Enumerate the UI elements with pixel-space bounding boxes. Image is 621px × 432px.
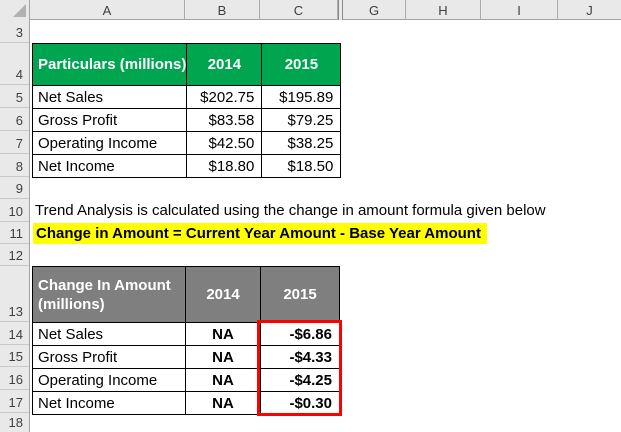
- table-row: Gross Profit NA -$4.33: [32, 345, 340, 369]
- table-row: Net Sales NA -$6.86: [32, 322, 340, 346]
- row-header-bar: 3 4 5 6 7 8 9 10 11 12 13 14 15 16 17 18: [0, 20, 30, 432]
- value-2014-cell[interactable]: $83.58: [186, 108, 263, 132]
- table-row: Net Income NA -$0.30: [32, 391, 340, 415]
- row-header-16[interactable]: 16: [0, 367, 29, 390]
- value-2015-cell[interactable]: $79.25: [261, 108, 342, 132]
- table-row: Net Sales $202.75 $195.89: [31, 85, 342, 109]
- trend-analysis-note-cell[interactable]: Trend Analysis is calculated using the c…: [35, 202, 546, 219]
- select-all-triangle-icon: [13, 4, 26, 17]
- row-label-cell[interactable]: Net Sales: [31, 85, 188, 109]
- table-header-row: Change In Amount (millions) 2014 2015: [32, 266, 340, 323]
- value-2015-cell[interactable]: -$6.86: [260, 322, 340, 346]
- row-label-cell[interactable]: Operating Income: [31, 131, 188, 155]
- column-header-i[interactable]: I: [481, 0, 558, 20]
- row-label-cell[interactable]: Net Sales: [32, 322, 186, 346]
- value-2014-cell[interactable]: NA: [185, 391, 261, 415]
- row-header-18[interactable]: 18: [8, 415, 23, 430]
- row-header-11[interactable]: 11: [0, 222, 29, 244]
- row-header-14[interactable]: 14: [0, 322, 29, 345]
- row-label-cell[interactable]: Gross Profit: [31, 108, 188, 132]
- particulars-table: Particulars (millions) 2014 2015 Net Sal…: [31, 43, 342, 178]
- value-2014-cell[interactable]: $42.50: [186, 131, 263, 155]
- row-header-8[interactable]: 8: [0, 154, 29, 177]
- year-2014-header-cell[interactable]: 2014: [186, 43, 263, 86]
- column-header-j[interactable]: J: [586, 2, 593, 18]
- row-label-cell[interactable]: Net Income: [31, 154, 188, 178]
- row-header-4[interactable]: 4: [0, 43, 29, 85]
- row-header-17[interactable]: 17: [0, 390, 29, 413]
- value-2015-cell[interactable]: -$4.33: [260, 345, 340, 369]
- row-header-3[interactable]: 3: [0, 20, 29, 43]
- value-2014-cell[interactable]: NA: [185, 322, 261, 346]
- column-header-bar: A B C G H I J: [0, 0, 621, 20]
- row-header-15[interactable]: 15: [0, 345, 29, 367]
- year-2015-header-cell[interactable]: 2015: [261, 43, 342, 86]
- hidden-columns-divider: [338, 0, 343, 20]
- row-label-cell[interactable]: Gross Profit: [32, 345, 186, 369]
- value-2015-cell[interactable]: $38.25: [261, 131, 342, 155]
- row-header-5[interactable]: 5: [0, 85, 29, 108]
- row-header-7[interactable]: 7: [0, 131, 29, 154]
- value-2015-cell[interactable]: $18.50: [261, 154, 342, 178]
- column-header-g[interactable]: G: [343, 0, 406, 20]
- change-in-amount-formula-cell[interactable]: Change in Amount = Current Year Amount -…: [33, 223, 487, 244]
- table-row: Operating Income $42.50 $38.25: [31, 131, 342, 155]
- column-header-a[interactable]: A: [30, 0, 185, 20]
- row-header-9[interactable]: 9: [0, 177, 29, 199]
- row-label-cell[interactable]: Net Income: [32, 391, 186, 415]
- value-2014-cell[interactable]: NA: [185, 345, 261, 369]
- value-2014-cell[interactable]: $18.80: [186, 154, 263, 178]
- year-2015-header-cell[interactable]: 2015: [260, 266, 340, 323]
- column-header-h[interactable]: H: [406, 0, 481, 20]
- value-2015-cell[interactable]: -$4.25: [260, 368, 340, 392]
- value-2014-cell[interactable]: NA: [185, 368, 261, 392]
- row-header-12[interactable]: 12: [0, 244, 29, 266]
- row-header-10[interactable]: 10: [0, 199, 29, 222]
- change-in-amount-header-cell[interactable]: Change In Amount (millions): [32, 266, 186, 323]
- year-2014-header-cell[interactable]: 2014: [185, 266, 261, 323]
- value-2014-cell[interactable]: $202.75: [186, 85, 263, 109]
- change-in-amount-table: Change In Amount (millions) 2014 2015 Ne…: [32, 266, 340, 415]
- row-header-13[interactable]: 13: [0, 266, 29, 322]
- column-header-b[interactable]: B: [185, 0, 260, 20]
- table-row: Net Income $18.80 $18.50: [31, 154, 342, 178]
- row-label-cell[interactable]: Operating Income: [32, 368, 186, 392]
- row-header-6[interactable]: 6: [0, 108, 29, 131]
- table-row: Operating Income NA -$4.25: [32, 368, 340, 392]
- column-header-c[interactable]: C: [260, 0, 338, 20]
- value-2015-cell[interactable]: $195.89: [261, 85, 342, 109]
- value-2015-cell[interactable]: -$0.30: [260, 391, 340, 415]
- particulars-header-cell[interactable]: Particulars (millions): [31, 43, 188, 86]
- select-all-corner[interactable]: [0, 0, 30, 20]
- table-row: Gross Profit $83.58 $79.25: [31, 108, 342, 132]
- table-header-row: Particulars (millions) 2014 2015: [31, 43, 342, 86]
